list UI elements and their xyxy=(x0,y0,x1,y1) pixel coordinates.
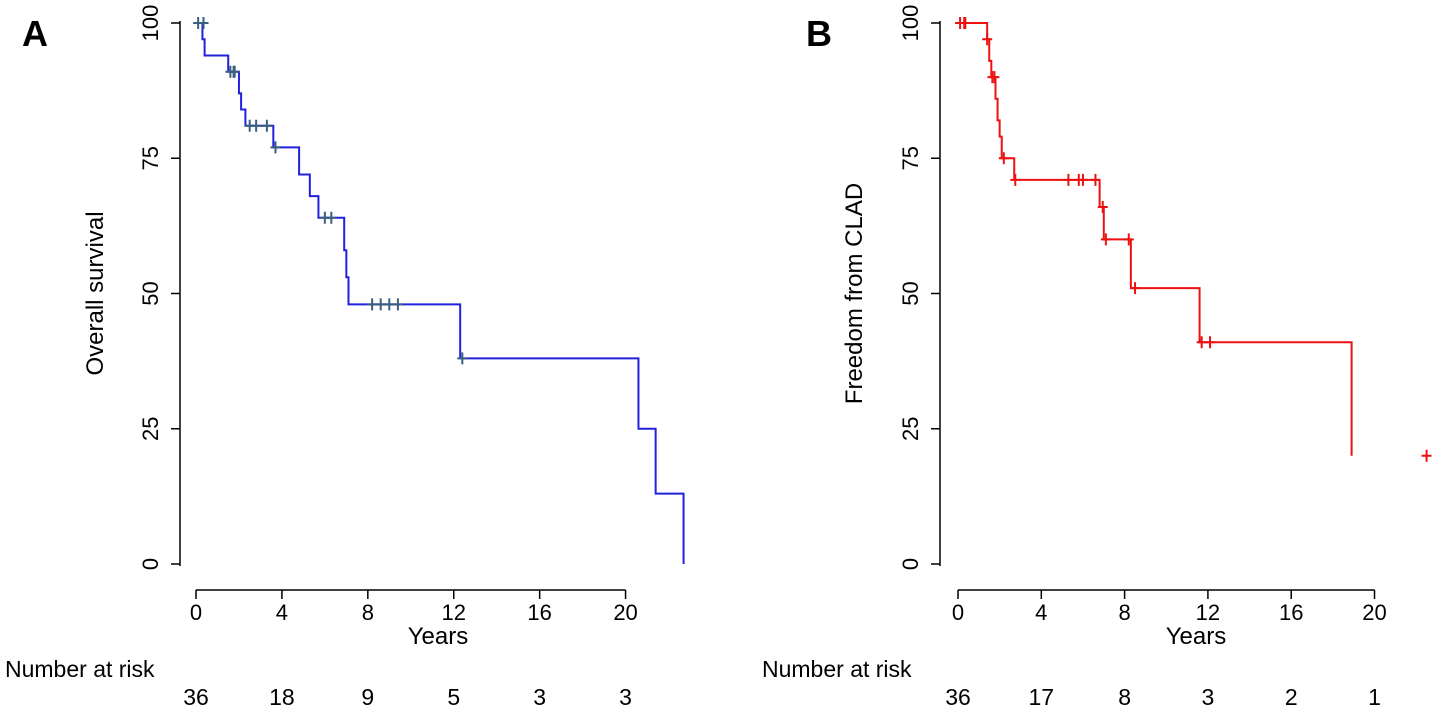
panel-b-risk-label: Number at risk xyxy=(762,656,912,682)
panel-a-risk-value: 9 xyxy=(361,684,374,709)
panel-b-censor-mark xyxy=(1130,282,1141,295)
panel-a-y-tick-label: 0 xyxy=(138,558,163,570)
panel-a-censor-mark xyxy=(270,141,281,154)
panel-b-x-tick-label: 0 xyxy=(952,600,964,625)
panel-a-y-tick-label: 75 xyxy=(138,146,163,170)
panel-b-risk-value: 3 xyxy=(1202,684,1215,709)
panel-b-risk-value: 36 xyxy=(945,684,971,709)
panel-a-y-tick-label: 100 xyxy=(138,5,163,42)
panel-a-censor-mark xyxy=(229,65,240,78)
panel-b-censor-mark xyxy=(1100,233,1111,246)
panel-a-censor-mark xyxy=(367,298,378,311)
panel-b-y-tick-label: 0 xyxy=(898,558,923,570)
panel-b-risk-value: 1 xyxy=(1368,684,1381,709)
panel-b-censor-mark xyxy=(960,17,971,29)
panel-a-censor-mark xyxy=(384,298,395,311)
panel-a-survival-curve xyxy=(196,22,685,564)
panel-b-x-tick-label: 16 xyxy=(1279,600,1303,625)
panel-a-x-tick-label: 12 xyxy=(441,600,465,625)
panel-a-x-tick-label: 20 xyxy=(613,600,637,625)
panel-b-censor-mark xyxy=(982,33,993,46)
panel-b-x-tick-label: 20 xyxy=(1362,600,1386,625)
panel-a-y-tick-label: 25 xyxy=(138,417,163,441)
panel-b-risk-value: 2 xyxy=(1285,684,1298,709)
panel-a-y-axis-title: Overall survival xyxy=(82,211,109,375)
panel-a-censor-mark xyxy=(326,211,337,224)
panel-a-risk-value: 36 xyxy=(183,684,209,709)
panel-a-risk-label: Number at risk xyxy=(5,656,155,682)
panel-a-censor-mark xyxy=(375,298,386,311)
panel-b-y-tick-label: 25 xyxy=(898,417,923,441)
panel-b-x-tick-label: 4 xyxy=(1035,600,1047,625)
panel-b-censor-mark xyxy=(1077,173,1088,186)
panel-b-censor-mark xyxy=(989,71,1000,84)
panel-b-censor-mark xyxy=(1063,173,1074,186)
panel-a-letter: A xyxy=(22,13,48,54)
panel-b-censor-mark xyxy=(1097,200,1108,213)
panel-b-x-axis-title: Years xyxy=(1166,623,1227,650)
panel-b-y-axis-title: Freedom from CLAD xyxy=(841,183,868,404)
panel-b-censor-mark xyxy=(1421,449,1432,462)
panel-b-censor-mark xyxy=(998,152,1009,165)
panel-a-censor-mark xyxy=(457,352,468,365)
panel-b-letter: B xyxy=(806,13,832,54)
panel-a-risk-value: 3 xyxy=(619,684,632,709)
panel-a-x-tick-label: 16 xyxy=(527,600,551,625)
panel-a-risk-value: 3 xyxy=(533,684,546,709)
panel-a-censor-mark xyxy=(261,119,272,132)
panel-b-censor-mark xyxy=(1205,336,1215,349)
panel-b-censor-mark xyxy=(1010,173,1021,186)
panel-a-risk-value: 5 xyxy=(447,684,460,709)
panel-b-risk-value: 17 xyxy=(1029,684,1055,709)
panel-b-censor-mark xyxy=(1123,233,1134,246)
panel-b-censor-mark xyxy=(1090,173,1101,186)
panel-a-x-tick-label: 8 xyxy=(362,600,374,625)
panel-b-survival-curve xyxy=(958,22,1353,456)
panel-a-censor-mark xyxy=(251,119,262,132)
panel-b-x-tick-label: 8 xyxy=(1118,600,1130,625)
panel-a-censor-mark xyxy=(392,298,403,311)
panel-a-x-axis-title: Years xyxy=(408,623,469,650)
panel-b-y-tick-label: 75 xyxy=(898,146,923,170)
panel-a-y-tick-label: 50 xyxy=(138,281,163,305)
panel-b-y-tick-label: 100 xyxy=(898,5,923,42)
panel-b-risk-value: 8 xyxy=(1118,684,1131,709)
panel-a-censor-mark xyxy=(198,17,209,29)
panel-b-x-tick-label: 12 xyxy=(1196,600,1220,625)
panel-b-y-tick-label: 50 xyxy=(898,281,923,305)
panel-a-risk-value: 18 xyxy=(269,684,295,709)
panel-a-x-tick-label: 0 xyxy=(190,600,202,625)
panel-a-x-tick-label: 4 xyxy=(276,600,288,625)
